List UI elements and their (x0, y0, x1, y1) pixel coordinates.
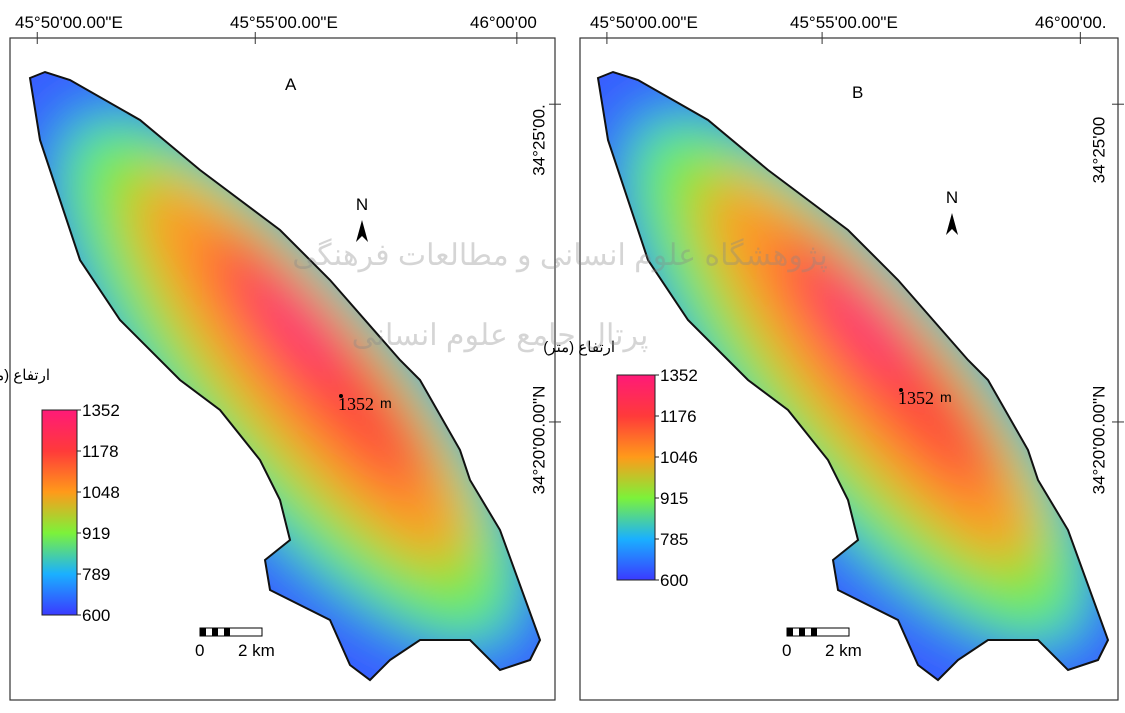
scale-label: 0 (195, 641, 204, 660)
peak-point (339, 394, 343, 398)
legend-value: 600 (660, 571, 688, 590)
map-frame (9, 37, 556, 701)
north-arrow (946, 213, 958, 235)
legend-value: 1352 (660, 366, 698, 385)
legend-value: 600 (82, 606, 110, 625)
legend-value: 789 (82, 565, 110, 584)
legend-value: 1048 (82, 483, 120, 502)
legend-title: ارتفاع (متر) (543, 339, 615, 356)
scale-segment (200, 628, 206, 636)
scale-segment (787, 628, 793, 636)
elevation-map (597, 71, 1109, 681)
top-coordinate: 45°55'00.00"E (230, 13, 338, 32)
scale-label: 2 km (238, 641, 275, 660)
side-coordinate: 34°25'00 (1089, 117, 1108, 184)
elevation-fill (598, 72, 1108, 680)
scale-bar (786, 627, 850, 637)
peak-unit: m (380, 395, 392, 411)
top-coordinate: 46°00'00 (470, 13, 537, 32)
top-coordinate: 45°55'00.00"E (790, 13, 898, 32)
peak-value: 1352 (898, 388, 934, 408)
scale-label: 2 km (825, 641, 862, 660)
peak-unit: m (940, 389, 952, 405)
legend-value: 919 (82, 524, 110, 543)
watermark: پژوهشگاه علوم انسانی و مطالعات فرهنگی (292, 238, 828, 273)
scale-segment (811, 628, 817, 636)
north-label: N (356, 195, 368, 214)
elevation-zones (42, 98, 538, 662)
peak-value: 1352 (338, 394, 374, 414)
peak-point (899, 388, 903, 392)
north-arrow (356, 220, 368, 242)
scale-label: 0 (782, 641, 791, 660)
legend-value: 1176 (660, 407, 697, 426)
side-coordinate: 34°25'00. (529, 104, 548, 176)
zone-pink (818, 263, 918, 377)
panel-label: B (852, 83, 863, 102)
top-coordinate: 46°00'00. (1035, 13, 1107, 32)
side-coordinate: 34°20'00.00"N (1089, 386, 1108, 495)
legend-value: 785 (660, 530, 688, 549)
legend-value: 1046 (660, 448, 698, 467)
legend-value: 1352 (82, 401, 120, 420)
legend-bar (41, 409, 78, 616)
scale-bar (199, 627, 263, 637)
north-label: N (946, 188, 958, 207)
side-coordinate: 34°20'00.00"N (529, 386, 548, 495)
map-frame (579, 37, 1119, 701)
legend-title: ارتفاع (متر) (0, 367, 50, 384)
top-coordinate: 45°50'00.00"E (590, 13, 698, 32)
scale-segment (799, 628, 805, 636)
zone-pink (250, 263, 350, 377)
panel-label: A (285, 75, 297, 94)
watermark: پرتال جامع علوم انسانی (352, 319, 649, 353)
legend-value: 1178 (82, 442, 119, 461)
scale-segment (212, 628, 218, 636)
top-coordinate: 45°50'00.00"E (15, 13, 123, 32)
elevation-zones (610, 98, 1106, 662)
legend-value: 915 (660, 489, 688, 508)
legend-bar (616, 374, 656, 581)
scale-segment (224, 628, 230, 636)
